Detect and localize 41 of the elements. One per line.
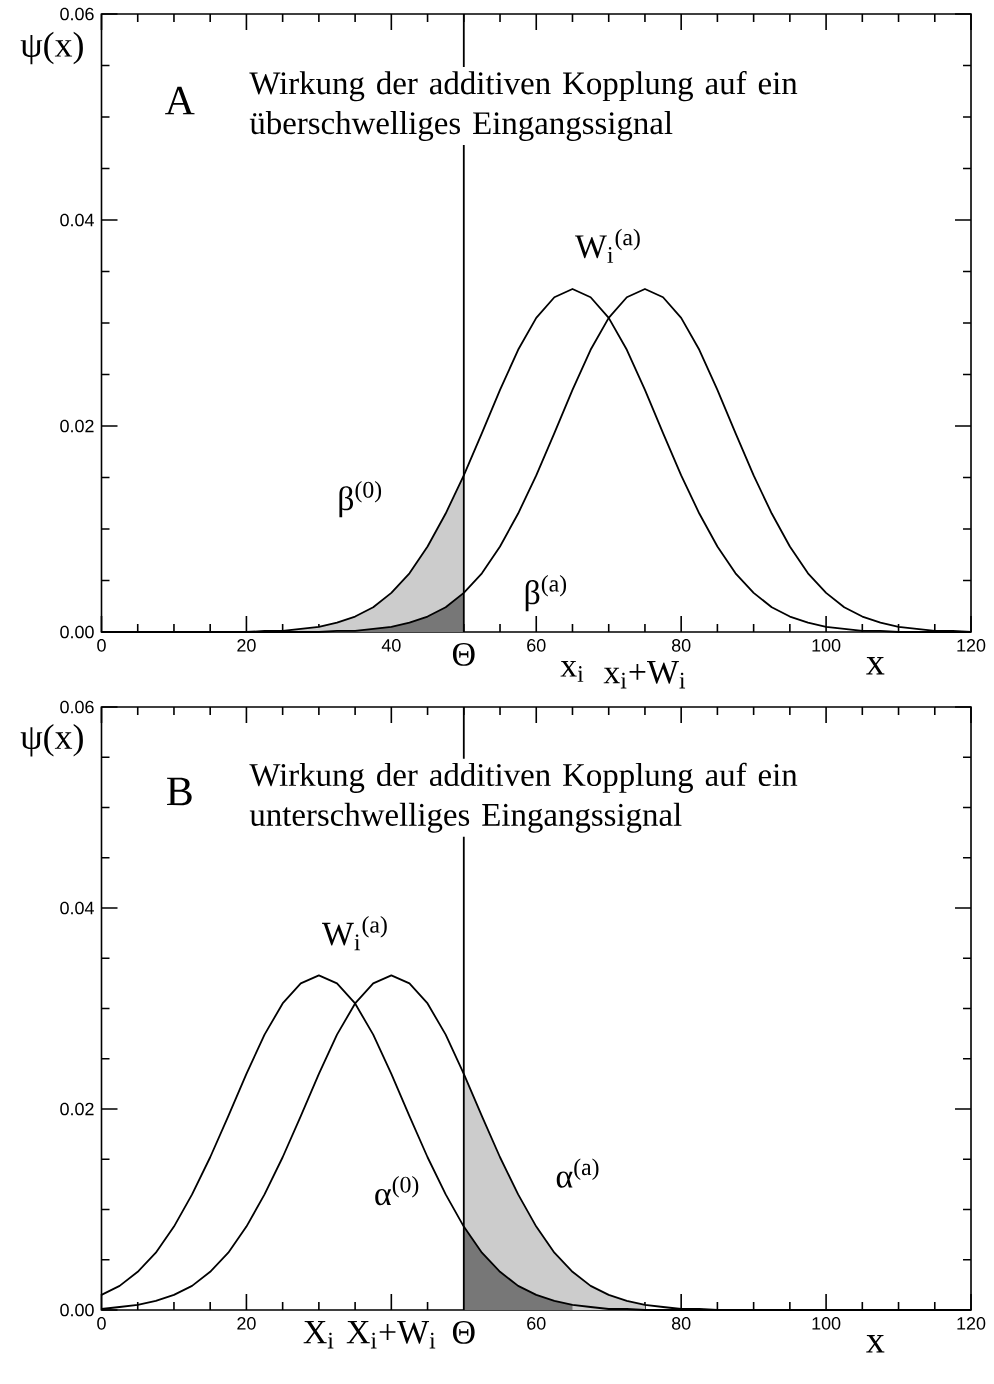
annotation: x$_{i}$	[560, 661, 584, 682]
ref-line-label: Θ	[452, 1321, 475, 1344]
x-tick-label: 40	[381, 639, 401, 652]
annotation: X$_{i}$+W$_{i}$	[346, 1321, 436, 1349]
y-axis-title: ψ(x)	[20, 31, 83, 65]
x-tick-label: 60	[527, 1317, 546, 1330]
x-axis-title: x	[866, 657, 885, 675]
x-tick-label: 120	[957, 639, 986, 652]
text: Wirkung der additiven Kopplung auf ein unterschwelliges Eingangssignal	[249, 762, 798, 833]
y-tick-label: 0.06	[60, 700, 94, 714]
annotation: α$^{(a)}$	[556, 1158, 599, 1188]
annotation: X$_{i}$	[303, 1321, 334, 1349]
annotation: W$_{i}$(a)	[575, 228, 640, 263]
y-tick-label: 0.04	[60, 213, 94, 227]
text: A	[165, 86, 195, 115]
annotation: β$^{(a)}$	[525, 574, 567, 612]
y-tick-label: 0.04	[60, 901, 94, 915]
x-tick-label: 0	[97, 639, 106, 652]
x-tick-label: 60	[527, 639, 546, 652]
x-axis-title: x	[866, 1335, 885, 1353]
y-axis-title: ψ(x)	[20, 723, 83, 757]
x-tick-label: 100	[812, 639, 841, 652]
y-tick-label: 0.00	[60, 1303, 94, 1317]
x-tick-label: 20	[237, 639, 256, 652]
y-tick-label: 0.02	[60, 1102, 94, 1116]
annotation: α$^{(0)}$	[375, 1175, 419, 1206]
y-tick-label: 0.00	[60, 625, 94, 639]
text: Wirkung der additiven Kopplung auf ein überschwelliges Eingangssignal	[249, 70, 798, 142]
text: B	[167, 777, 192, 806]
x-tick-label: 100	[812, 1317, 841, 1330]
y-tick-label: 0.02	[60, 419, 94, 433]
x-tick-label: 20	[237, 1317, 256, 1330]
annotation: x$_{i}$+W$_{i}$	[603, 661, 686, 689]
ref-line-label: Θ	[452, 643, 475, 666]
annotation: β$^{(0)}$	[339, 481, 382, 518]
x-tick-label: 80	[671, 639, 691, 652]
annotation: W$_{i}$(a)	[322, 916, 387, 951]
y-tick-label: 0.06	[60, 7, 94, 21]
x-tick-label: 80	[671, 1317, 691, 1330]
x-tick-label: 0	[97, 1317, 106, 1330]
x-tick-label: 120	[957, 1317, 986, 1330]
